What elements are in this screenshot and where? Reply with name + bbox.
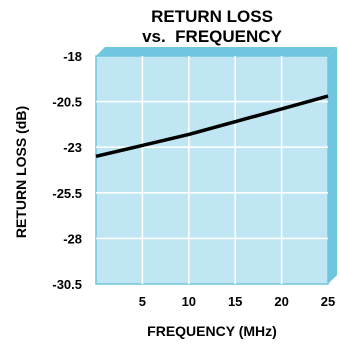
chart-title: RETURN LOSS	[151, 7, 273, 26]
y-tick-label-1: -20.5	[52, 95, 82, 110]
x-axis-label: FREQUENCY (MHz)	[147, 323, 277, 339]
x-tick-label-4: 25	[321, 294, 335, 309]
plot-bevel-right	[328, 47, 337, 284]
y-tick-label-3: -25.5	[52, 186, 82, 201]
y-tick-label-4: -28	[63, 231, 82, 246]
y-tick-label-5: -30.5	[52, 277, 82, 292]
chart-subtitle: vs. FREQUENCY	[142, 27, 282, 46]
x-tick-label-1: 10	[182, 294, 196, 309]
series-layer	[95, 94, 329, 159]
x-tick-label-3: 20	[274, 294, 288, 309]
x-tick-labels: 5 10 15 20 25	[139, 294, 335, 309]
y-axis-label: RETURN LOSS (dB)	[13, 106, 29, 238]
plot-background	[95, 55, 329, 285]
series-line-0	[95, 94, 329, 159]
x-tick-label-2: 15	[228, 294, 242, 309]
plot-bevel-top	[96, 47, 337, 56]
y-tick-label-0: -18	[63, 49, 82, 64]
y-tick-label-2: -23	[63, 140, 82, 155]
plot-frame	[95, 47, 337, 285]
y-tick-labels: -18 -20.5 -23 -25.5 -28 -30.5	[52, 49, 82, 292]
x-tick-label-0: 5	[139, 294, 146, 309]
